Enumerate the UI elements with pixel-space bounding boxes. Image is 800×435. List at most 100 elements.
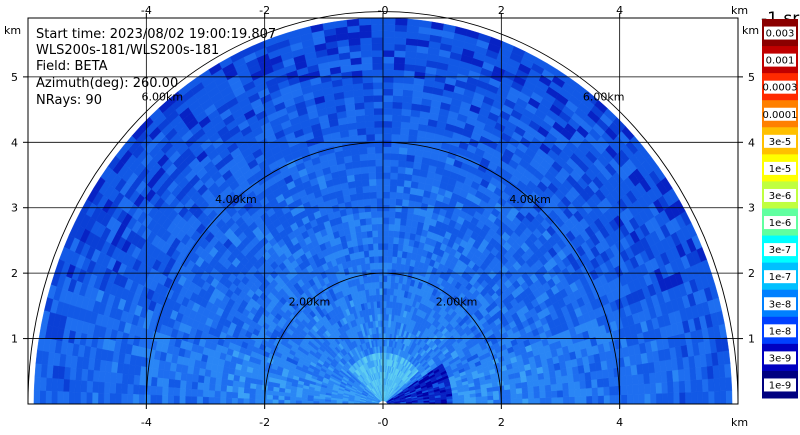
scan-cell [356,127,367,136]
scan-cell [387,262,393,270]
scan-cell [382,30,396,38]
scan-cell [375,159,384,167]
scan-cell [516,392,523,400]
scan-cell [382,172,391,180]
scan-cell [545,397,552,404]
scan-cell [382,56,395,64]
scan-cell [364,120,375,129]
scan-cell [403,231,411,240]
scan-cell [390,159,399,167]
scan-cell [358,24,372,33]
scan-cell [510,388,517,395]
scan-cell [365,133,375,142]
scan-cell [487,395,494,401]
scan-cell [382,146,392,154]
scan-cell [373,94,384,103]
scan-cell [349,193,358,202]
scan-cell [386,268,392,276]
scan-cell [399,134,409,142]
scan-cell [368,249,374,258]
scan-cell [586,395,593,404]
scan-cell [397,243,404,252]
scan-cell [382,120,393,128]
scan-cell [362,82,374,90]
scan-cell [362,88,374,97]
scan-cell [382,242,389,250]
scan-cell [368,178,377,187]
scan-cell [389,294,394,302]
scan-cell [522,398,529,404]
scan-cell [551,390,558,398]
scan-cell [395,198,403,206]
scan-cell [387,249,393,257]
scan-cell [382,249,389,257]
scan-cell [358,147,368,155]
scan-cell [545,390,552,398]
scan-cell [656,392,663,404]
scan-cell [390,281,395,290]
scan-cell [356,199,365,207]
scan-cell [406,212,414,221]
scan-cell [390,268,397,277]
scan-cell [714,390,721,404]
scan-cell [375,185,384,193]
scan-cell [374,268,380,276]
scan-cell [504,393,512,400]
scan-cell [724,363,732,378]
scan-cell [364,114,375,122]
scan-cell [396,256,402,265]
scan-cell [493,394,500,400]
scan-cell [354,102,365,110]
scan-cell [584,371,592,381]
scan-cell [378,262,384,270]
scan-cell [368,256,375,264]
scan-cell [475,396,483,401]
scan-cell [719,390,727,404]
scan-cell [370,18,384,25]
scan-cell [392,88,404,97]
scan-cell [361,179,370,187]
scan-cell [719,377,727,392]
scan-cell [391,262,397,270]
scan-cell [532,379,540,387]
scan-cell [393,43,406,52]
scan-cell [367,165,376,174]
scan-cell [378,275,384,282]
scan-cell [683,368,691,381]
scan-cell [396,172,406,181]
scan-cell [510,398,518,404]
scan-cell [373,249,379,257]
scan-cell [377,236,384,244]
scan-cell [385,300,390,308]
scan-cell [404,173,413,182]
scan-cell [390,140,400,148]
scan-cell [373,255,379,264]
scan-cell [638,383,645,395]
scan-cell [504,388,511,395]
scan-cell [352,167,362,175]
scan-cell [382,18,396,25]
scan-cell [614,385,622,396]
scan-cell [394,24,408,33]
scan-cell [351,160,361,169]
scan-cell [522,392,529,399]
scan-cell [358,211,366,220]
scan-cell [573,380,581,390]
scan-cell [402,192,410,201]
scan-cell [374,146,384,154]
scan-cell [521,386,529,394]
scan-cell [371,37,384,45]
scan-cell [556,389,564,398]
scan-cell [372,82,384,90]
scan-cell [398,147,408,155]
scan-cell [352,82,364,91]
scan-cell [498,394,506,400]
scan-cell [360,224,367,233]
scan-cell [643,372,651,385]
scan-cell [516,398,523,404]
scan-cell [394,204,403,213]
scan-cell [725,390,733,404]
scan-cell [375,178,384,186]
scan-cell [368,185,377,193]
scan-cell [378,268,384,276]
